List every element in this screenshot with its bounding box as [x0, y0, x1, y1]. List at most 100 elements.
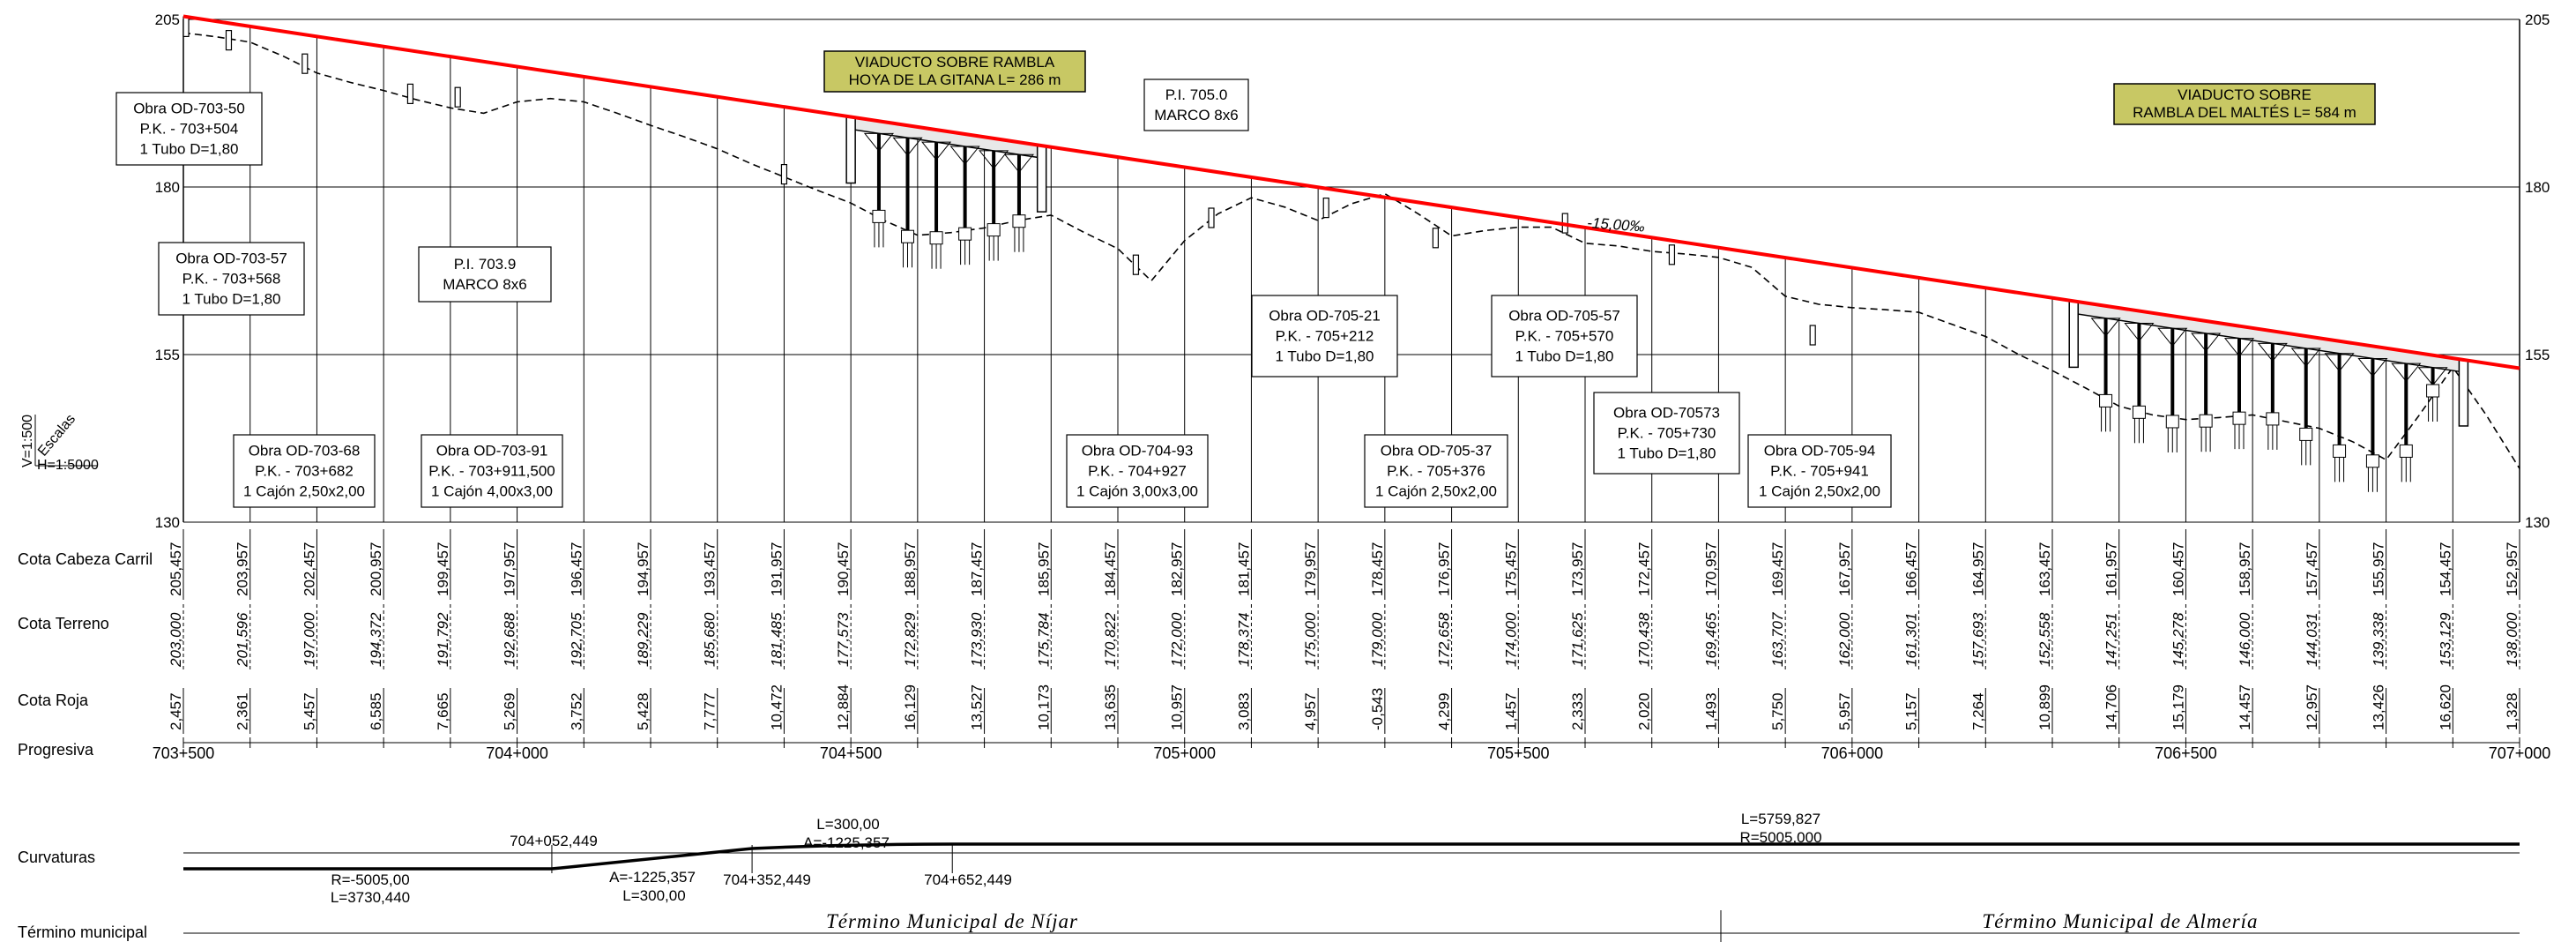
- terreno-value: 146,000: [2237, 612, 2253, 667]
- cabeza-value: 184,457: [1102, 542, 1119, 596]
- cabeza-value: 152,957: [2504, 542, 2520, 596]
- annotation-box-line: Obra OD-703-68: [249, 443, 361, 460]
- culvert-marker: [406, 83, 414, 105]
- annotation-box: Obra OD-705-94 P.K. - 705+941 1 Cajón 2,50…: [1747, 434, 1892, 508]
- annotation-box: Obra OD-705-37 P.K. - 705+376 1 Cajón 2,50…: [1364, 434, 1508, 508]
- roja-value: 1,328: [2504, 692, 2520, 730]
- progresiva-label: 703+500: [153, 744, 215, 762]
- viaduct-gitana-footing: [1012, 214, 1026, 228]
- annotation-box-line: P.K. - 703+568: [182, 271, 281, 288]
- annotation-box-line: P.K. - 703+504: [140, 121, 239, 138]
- culvert-marker: [1668, 244, 1676, 265]
- viaduct-maltes-footing: [2232, 411, 2246, 425]
- terreno-value: 181,485: [768, 612, 785, 667]
- cabeza-value: 191,957: [768, 542, 785, 596]
- annotation-box-line: 1 Tubo D=1,80: [139, 141, 238, 158]
- cabeza-value: 202,457: [301, 542, 317, 596]
- cabeza-value: 178,457: [1369, 542, 1386, 596]
- terreno-value: 191,792: [435, 612, 451, 667]
- viaduct-maltes-footing: [2399, 444, 2413, 458]
- annotation-box-line: P.K. - 705+570: [1515, 328, 1614, 345]
- annotation-box: P.I. 705.0 MARCO 8x6: [1143, 78, 1249, 131]
- cabeza-value: 194,957: [635, 542, 651, 596]
- culvert-marker: [780, 164, 788, 185]
- culvert-marker: [1322, 198, 1329, 219]
- curvature-line: [183, 842, 2520, 871]
- table-row-label: Cota Roja: [18, 692, 89, 709]
- curvature-label: 704+652,449: [924, 871, 1012, 888]
- viaduct-maltes-footing: [2099, 393, 2113, 407]
- cabeza-value: 160,457: [2170, 542, 2186, 596]
- annotation-box-line: P.I. 705.0: [1165, 86, 1228, 103]
- annotation-box-line: Obra OD-705-94: [1764, 443, 1876, 460]
- roja-value: -0,543: [1369, 688, 1386, 730]
- structures-layer: [845, 116, 2469, 492]
- culvert-marker: [1809, 325, 1816, 346]
- terreno-value: 170,438: [1636, 612, 1653, 667]
- annotation-box-frame: [418, 246, 552, 303]
- viaduct-gitana-footing: [958, 227, 972, 241]
- annotation-box: Obra OD-70573 P.K. - 705+730 1 Tubo D=1,80: [1593, 392, 1740, 475]
- terreno-value: 172,658: [1436, 612, 1453, 667]
- progresiva-label: 706+500: [2155, 744, 2217, 762]
- terreno-value: 139,338: [2371, 612, 2387, 667]
- annotation-box-frame: [1066, 434, 1209, 508]
- annotation-box: P.I. 703.9 MARCO 8x6: [418, 246, 552, 303]
- cabeza-value: 187,457: [969, 542, 986, 596]
- terreno-value: 185,680: [702, 612, 718, 667]
- terreno-value: 162,000: [1836, 612, 1853, 667]
- y-tick-label-right: 155: [2525, 347, 2550, 363]
- cabeza-value: 188,957: [902, 542, 919, 596]
- annotation-box: Obra OD-703-68 P.K. - 703+682 1 Cajón 2,50…: [233, 434, 376, 508]
- viaduct-maltes-pier-cap: [2124, 323, 2155, 342]
- annotation-box-frame: [1251, 295, 1398, 378]
- viaduct-title-line: VIADUCTO SOBRE RAMBLA: [855, 54, 1055, 71]
- viaduct-maltes-pier-cap: [2290, 348, 2321, 367]
- annotation-box-line: Obra OD-705-57: [1508, 308, 1620, 325]
- y-tick-label-right: 130: [2525, 514, 2550, 531]
- cabeza-value: 170,957: [1702, 542, 1719, 596]
- viaduct-maltes-pier-cap: [2417, 367, 2448, 386]
- cabeza-value: 167,957: [1836, 542, 1853, 596]
- viaduct-maltes-footing: [2333, 444, 2347, 458]
- viaduct-gitana-pier-cap: [949, 146, 980, 165]
- terreno-value: 189,229: [635, 612, 651, 667]
- viaduct-maltes-pier-cap: [2257, 342, 2288, 363]
- annotation-box-line: P.K. - 705+730: [1618, 425, 1716, 442]
- table-row-label: Cota Cabeza Carril: [18, 550, 153, 568]
- culvert-marker: [225, 29, 233, 51]
- cabeza-value: 173,957: [1569, 542, 1586, 596]
- viaduct-maltes-footing: [2199, 414, 2213, 428]
- viaduct-maltes-pier-cap: [2223, 338, 2255, 357]
- roja-value: 2,361: [235, 692, 251, 730]
- curvature-label: A=-1225,357: [609, 869, 696, 886]
- terreno-value: 172,829: [902, 612, 919, 667]
- scale-vertical: V=1:500: [20, 415, 35, 467]
- cabeza-value: 205,457: [168, 542, 184, 596]
- roja-value: 7,777: [702, 692, 718, 730]
- terreno-value: 175,000: [1302, 612, 1319, 667]
- annotation-box-frame: [1143, 78, 1249, 131]
- municipio-nijar: Término Municipal de Níjar: [826, 910, 1078, 932]
- culvert-marker: [182, 16, 190, 37]
- progresiva-label: 707+000: [2489, 744, 2551, 762]
- terreno-value: 153,129: [2437, 612, 2453, 667]
- annotation-box-line: MARCO 8x6: [1154, 107, 1238, 123]
- viaduct-gitana-pier-cap: [892, 137, 923, 157]
- roja-value: 14,457: [2237, 684, 2253, 730]
- annotation-box-frame: [1593, 392, 1740, 475]
- roja-value: 2,020: [1636, 692, 1653, 730]
- curvature-label: R=5005,000: [1739, 829, 1821, 846]
- annotation-box-line: P.K. - 705+212: [1276, 328, 1374, 345]
- annotation-box-line: Obra OD-70573: [1613, 405, 1720, 422]
- scale-title: Escalas: [35, 412, 78, 460]
- roja-value: 3,752: [568, 692, 584, 730]
- terreno-value: 178,374: [1235, 613, 1252, 667]
- table-row-label: Curvaturas: [18, 849, 95, 866]
- labels-layer: -15,00‰ Obra OD-703-50 P.K. - 703+504 1 Tub…: [20, 50, 2376, 508]
- terreno-value: 161,301: [1903, 613, 1920, 667]
- annotation-box-frame: [1747, 434, 1892, 508]
- annotation-box-line: P.I. 703.9: [454, 256, 517, 273]
